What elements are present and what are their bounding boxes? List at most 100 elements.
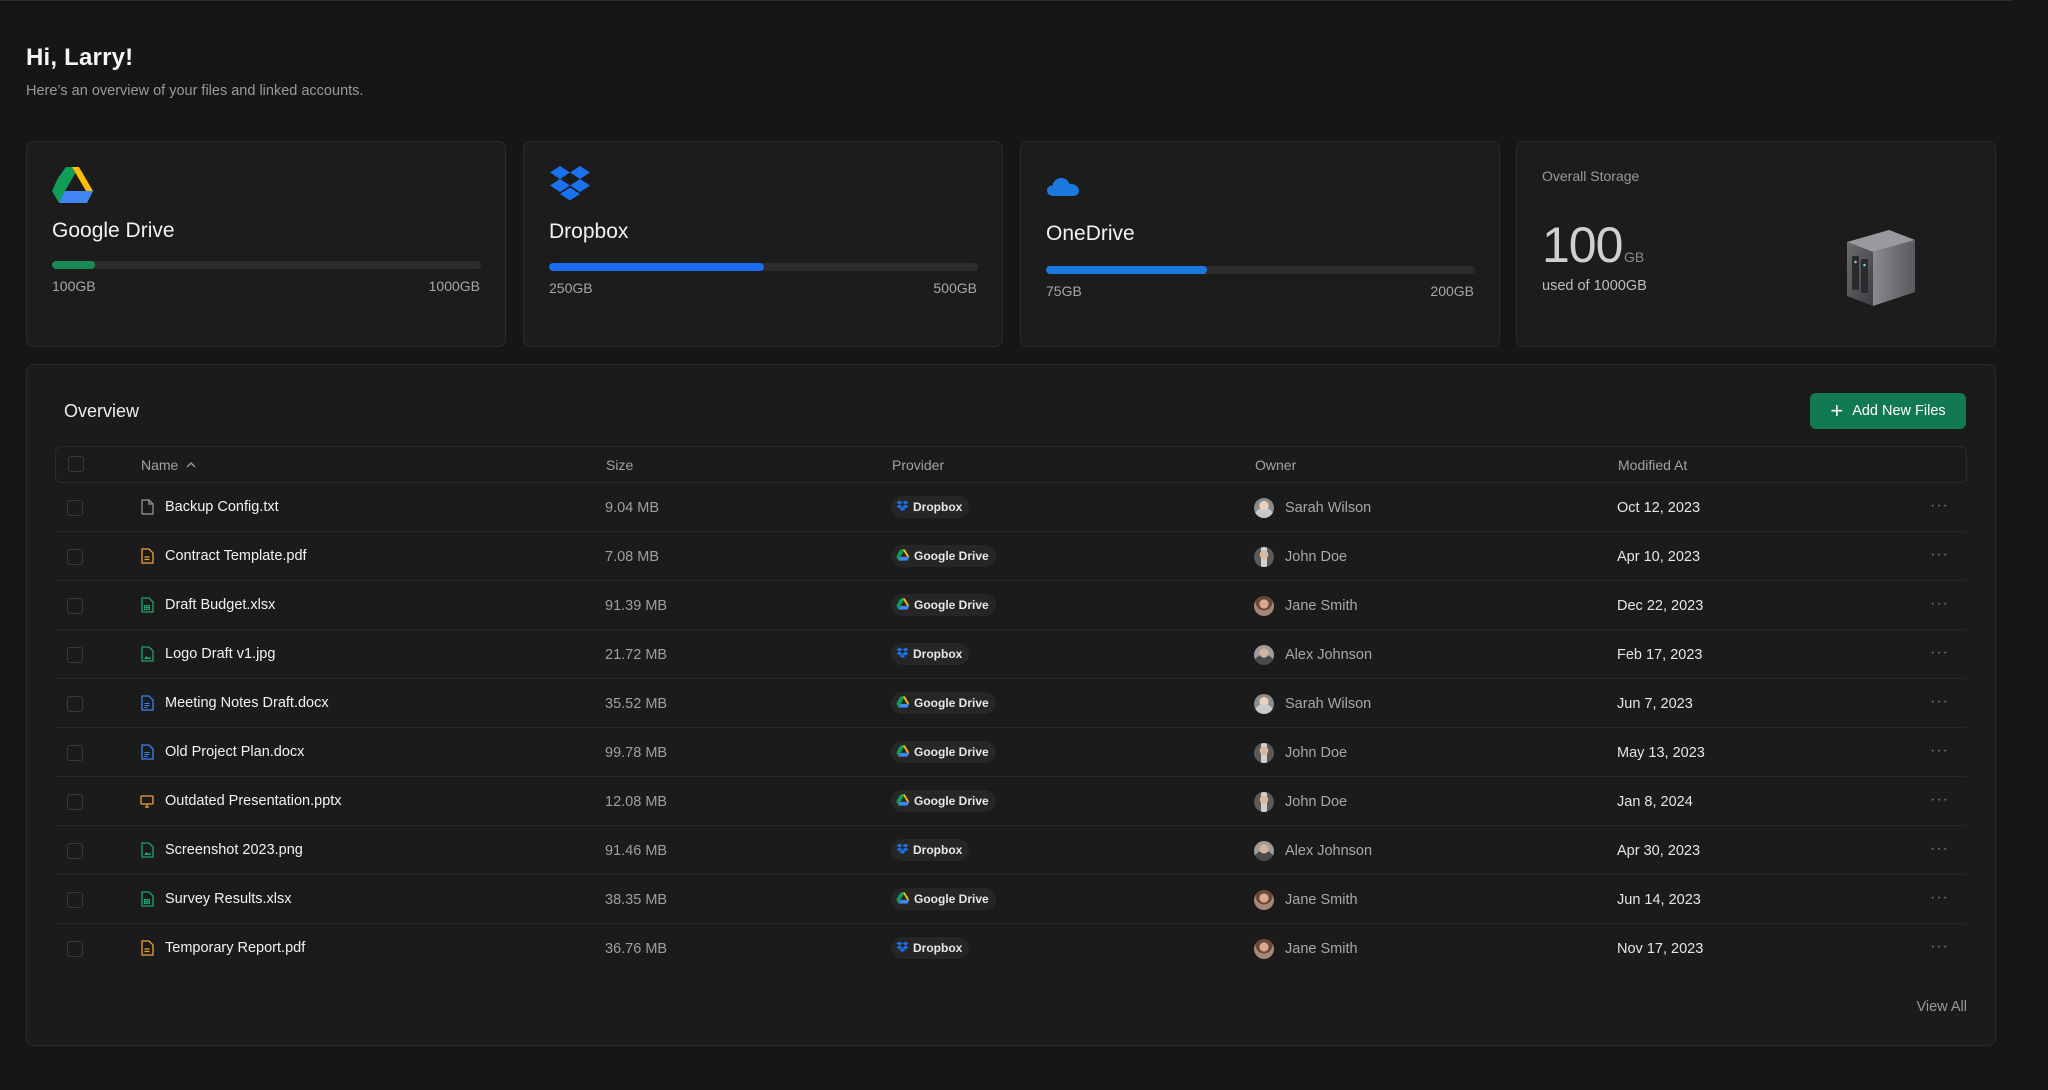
table-row[interactable]: Outdated Presentation.pptx 12.08 MB Goog… [55, 777, 1967, 826]
provider-badge: Google Drive [891, 790, 996, 812]
table-row[interactable]: Backup Config.txt 9.04 MB Dropbox Sarah … [55, 483, 1967, 532]
table-row[interactable]: Old Project Plan.docx 99.78 MB Google Dr… [55, 728, 1967, 777]
owner-name: Jane Smith [1285, 941, 1358, 957]
pdf-file-icon [140, 940, 154, 956]
google-drive-icon [896, 891, 910, 907]
file-name: Old Project Plan.docx [165, 744, 305, 760]
more-options-icon[interactable]: ··· [1930, 546, 1949, 563]
file-size: 38.35 MB [605, 892, 668, 908]
row-checkbox[interactable] [67, 941, 83, 957]
more-options-icon[interactable]: ··· [1930, 840, 1949, 857]
provider-badge-inner: Google Drive [891, 594, 996, 616]
file-name-cell[interactable]: Outdated Presentation.pptx [140, 793, 342, 809]
table-row[interactable]: Screenshot 2023.png 91.46 MB Dropbox Ale… [55, 826, 1967, 875]
row-checkbox[interactable] [67, 598, 83, 614]
view-all-link[interactable]: View All [1916, 999, 1967, 1015]
provider-badge: Dropbox [891, 937, 970, 959]
sort-ascending-icon [186, 460, 196, 471]
modified-date: May 13, 2023 [1617, 745, 1705, 761]
provider-name: Dropbox [913, 647, 963, 661]
usage-bar-fill [549, 263, 764, 271]
owner-cell: Sarah Wilson [1254, 498, 1371, 518]
provider-name: Google Drive [914, 892, 989, 906]
table-row[interactable]: Temporary Report.pdf 36.76 MB Dropbox Ja… [55, 924, 1967, 973]
row-checkbox[interactable] [67, 500, 83, 516]
avatar [1254, 645, 1274, 665]
owner-name: Sarah Wilson [1285, 500, 1372, 516]
add-new-files-button[interactable]: + Add New Files [1810, 393, 1966, 429]
column-header-modified[interactable]: Modified At [1618, 457, 1688, 473]
file-name-cell[interactable]: Survey Results.xlsx [140, 891, 292, 907]
storage-label: Overall Storage [1542, 168, 1640, 184]
row-checkbox[interactable] [67, 843, 83, 859]
provider-name: Google Drive [914, 549, 989, 563]
provider-badge: Google Drive [891, 888, 996, 910]
file-name-cell[interactable]: Meeting Notes Draft.docx [140, 695, 329, 711]
image-file-icon [140, 842, 154, 858]
row-checkbox[interactable] [67, 745, 83, 761]
row-checkbox[interactable] [67, 647, 83, 663]
top-divider [0, 0, 2012, 1]
file-name-cell[interactable]: Temporary Report.pdf [140, 940, 305, 956]
provider-name: Dropbox [913, 500, 963, 514]
file-name-cell[interactable]: Screenshot 2023.png [140, 842, 303, 858]
image-file-icon [140, 646, 154, 662]
file-size: 91.46 MB [605, 843, 668, 859]
file-name-cell[interactable]: Old Project Plan.docx [140, 744, 304, 760]
row-checkbox[interactable] [67, 794, 83, 810]
provider-badge: Google Drive [891, 594, 996, 616]
total-label: 500GB [933, 280, 977, 296]
column-header-name[interactable]: Name [141, 457, 196, 473]
select-all-checkbox[interactable] [68, 456, 84, 472]
table-row[interactable]: Contract Template.pdf 7.08 MB Google Dri… [55, 532, 1967, 581]
more-options-icon[interactable]: ··· [1930, 938, 1949, 955]
column-header-owner[interactable]: Owner [1255, 457, 1297, 473]
overview-title: Overview [64, 401, 140, 421]
dropbox-icon [549, 164, 591, 209]
more-options-icon[interactable]: ··· [1930, 595, 1949, 612]
table-row[interactable]: Survey Results.xlsx 38.35 MB Google Driv… [55, 875, 1967, 924]
more-options-icon[interactable]: ··· [1930, 693, 1949, 710]
more-options-icon[interactable]: ··· [1930, 644, 1949, 661]
table-row[interactable]: Logo Draft v1.jpg 21.72 MB Dropbox Alex … [55, 630, 1967, 679]
more-options-icon[interactable]: ··· [1930, 497, 1949, 514]
row-checkbox[interactable] [67, 696, 83, 712]
file-name-cell[interactable]: Contract Template.pdf [140, 548, 307, 564]
more-options-icon[interactable]: ··· [1930, 791, 1949, 808]
usage-bar [1046, 266, 1475, 274]
file-name-cell[interactable]: Logo Draft v1.jpg [140, 646, 275, 662]
owner-cell: John Doe [1254, 792, 1347, 812]
column-header-size[interactable]: Size [606, 457, 634, 473]
file-name: Outdated Presentation.pptx [165, 793, 342, 809]
row-checkbox[interactable] [67, 549, 83, 565]
provider-name: Google Drive [914, 745, 989, 759]
total-label: 200GB [1430, 283, 1474, 299]
table-row[interactable]: Draft Budget.xlsx 91.39 MB Google Drive … [55, 581, 1967, 630]
slides-file-icon [140, 793, 154, 809]
file-name: Temporary Report.pdf [165, 940, 306, 956]
modified-date: Oct 12, 2023 [1617, 500, 1701, 516]
pdf-file-icon [140, 548, 154, 564]
more-options-icon[interactable]: ··· [1930, 889, 1949, 906]
file-size: 9.04 MB [605, 500, 659, 516]
provider-badge-inner: Dropbox [891, 937, 970, 959]
onedrive-card[interactable]: OneDrive 75GB 200GB [1020, 141, 1500, 347]
modified-date: Apr 30, 2023 [1617, 843, 1701, 859]
overall-storage-card: Overall Storage 100 GB used of 1000GB [1516, 141, 1996, 347]
more-options-icon[interactable]: ··· [1930, 742, 1949, 759]
file-name-cell[interactable]: Draft Budget.xlsx [140, 597, 275, 613]
owner-cell: John Doe [1254, 743, 1347, 763]
column-header-provider[interactable]: Provider [892, 457, 945, 473]
avatar [1254, 694, 1274, 714]
table-row[interactable]: Meeting Notes Draft.docx 35.52 MB Google… [55, 679, 1967, 728]
file-name: Logo Draft v1.jpg [165, 646, 276, 662]
file-name-cell[interactable]: Backup Config.txt [140, 499, 279, 515]
owner-name: Sarah Wilson [1285, 696, 1372, 712]
provider-name: Dropbox [913, 941, 963, 955]
google-drive-icon [896, 695, 910, 711]
google-drive-card[interactable]: Google Drive 100GB 1000GB [26, 141, 506, 347]
dropbox-card[interactable]: Dropbox 250GB 500GB [523, 141, 1003, 347]
onedrive-icon [1046, 176, 1080, 203]
row-checkbox[interactable] [67, 892, 83, 908]
page-title: Hi, Larry! [26, 44, 134, 71]
